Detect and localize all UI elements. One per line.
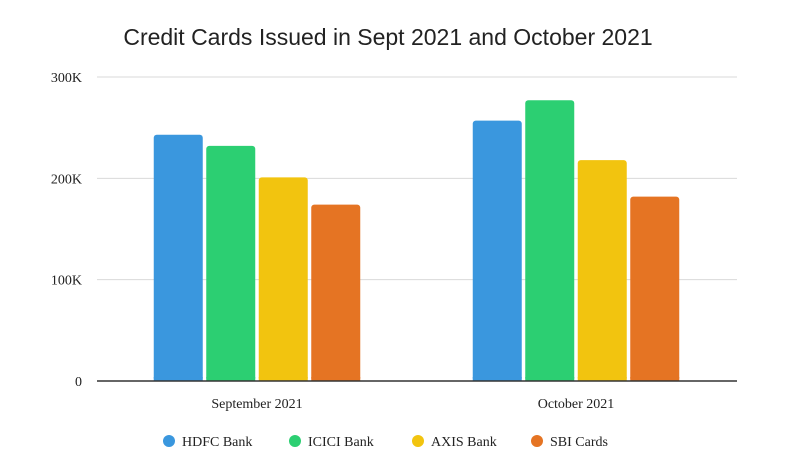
bars — [153, 100, 680, 381]
y-axis-ticks: 0 100K 200K 300K — [51, 71, 82, 390]
chart-title: Credit Cards Issued in Sept 2021 and Oct… — [123, 24, 652, 50]
bar-base-hdfc-bank-1 — [472, 377, 522, 381]
bar-base-icici-bank-0 — [206, 377, 256, 381]
legend-marker-axis-bank — [412, 435, 424, 447]
bar-axis-bank-0 — [258, 177, 308, 381]
y-tick-label: 0 — [75, 375, 82, 390]
bar-icici-bank-0 — [206, 145, 256, 381]
bar-icici-bank-1 — [525, 100, 575, 381]
bar-base-icici-bank-1 — [525, 377, 575, 381]
bar-base-axis-bank-1 — [577, 377, 627, 381]
legend-marker-icici-bank — [289, 435, 301, 447]
bar-sbi-cards-1 — [630, 196, 680, 381]
x-axis-categories: September 2021 October 2021 — [211, 397, 614, 412]
bar-base-sbi-cards-1 — [630, 377, 680, 381]
bar-axis-bank-1 — [577, 160, 627, 381]
bar-base-sbi-cards-0 — [311, 377, 361, 381]
x-category-label: September 2021 — [211, 397, 302, 412]
bar-hdfc-bank-0 — [153, 134, 203, 381]
bar-base-axis-bank-0 — [258, 377, 308, 381]
bar-sbi-cards-0 — [311, 204, 361, 381]
legend-label-axis-bank: AXIS Bank — [431, 435, 497, 450]
bar-base-hdfc-bank-0 — [153, 377, 203, 381]
bar-hdfc-bank-1 — [472, 120, 522, 381]
legend-marker-hdfc-bank — [163, 435, 175, 447]
legend-label-sbi-cards: SBI Cards — [550, 435, 608, 450]
y-tick-label: 100K — [51, 274, 82, 289]
legend-label-hdfc-bank: HDFC Bank — [182, 435, 252, 450]
y-tick-label: 200K — [51, 172, 82, 187]
legend: HDFC Bank ICICI Bank AXIS Bank SBI Cards — [163, 435, 608, 450]
legend-label-icici-bank: ICICI Bank — [308, 435, 374, 450]
legend-marker-sbi-cards — [531, 435, 543, 447]
x-category-label: October 2021 — [538, 397, 615, 412]
y-tick-label: 300K — [51, 71, 82, 86]
